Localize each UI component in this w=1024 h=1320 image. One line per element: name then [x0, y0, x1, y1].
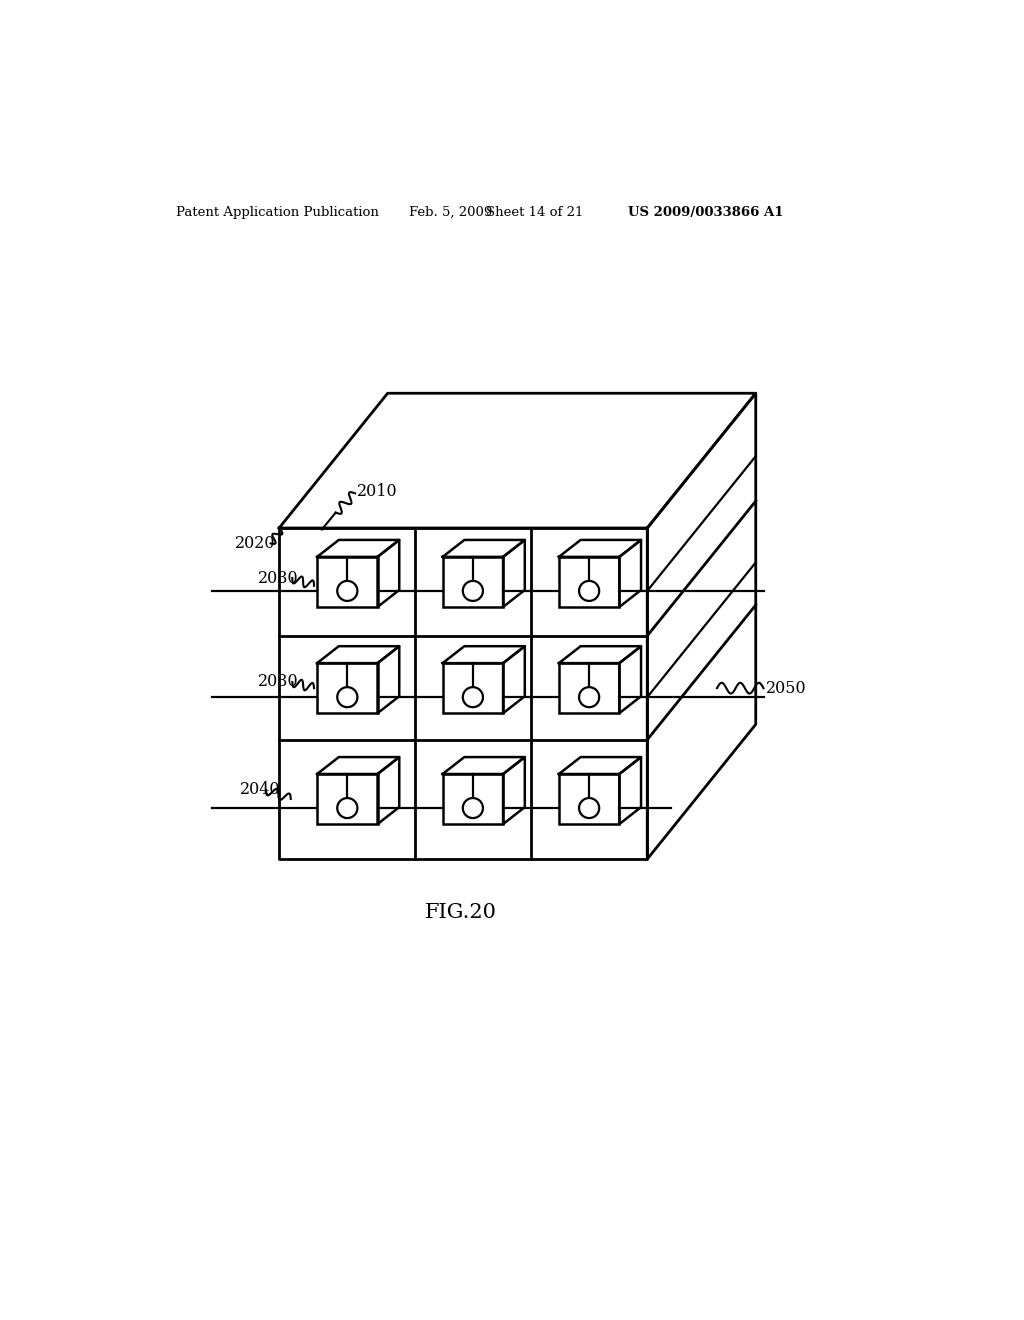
Bar — [559, 663, 620, 713]
Text: 2020: 2020 — [234, 535, 275, 552]
Bar — [442, 663, 503, 713]
Text: Sheet 14 of 21: Sheet 14 of 21 — [486, 206, 584, 219]
Text: Patent Application Publication: Patent Application Publication — [176, 206, 379, 219]
Bar — [442, 557, 503, 607]
Text: 2030: 2030 — [258, 673, 299, 690]
Text: FIG.20: FIG.20 — [425, 903, 498, 923]
Circle shape — [463, 799, 483, 818]
Bar — [442, 774, 503, 824]
Text: 2050: 2050 — [766, 680, 807, 697]
Bar — [317, 774, 378, 824]
Circle shape — [463, 688, 483, 708]
Bar — [559, 774, 620, 824]
Bar — [317, 663, 378, 713]
Text: US 2009/0033866 A1: US 2009/0033866 A1 — [628, 206, 783, 219]
Bar — [317, 557, 378, 607]
Text: 2030: 2030 — [258, 569, 299, 586]
Text: 2010: 2010 — [356, 483, 397, 499]
Text: 2040: 2040 — [241, 781, 281, 799]
Circle shape — [463, 581, 483, 601]
Circle shape — [337, 688, 357, 708]
Circle shape — [579, 688, 599, 708]
Circle shape — [579, 581, 599, 601]
Circle shape — [337, 799, 357, 818]
Circle shape — [337, 581, 357, 601]
Text: Feb. 5, 2009: Feb. 5, 2009 — [409, 206, 492, 219]
Circle shape — [579, 799, 599, 818]
Bar — [559, 557, 620, 607]
